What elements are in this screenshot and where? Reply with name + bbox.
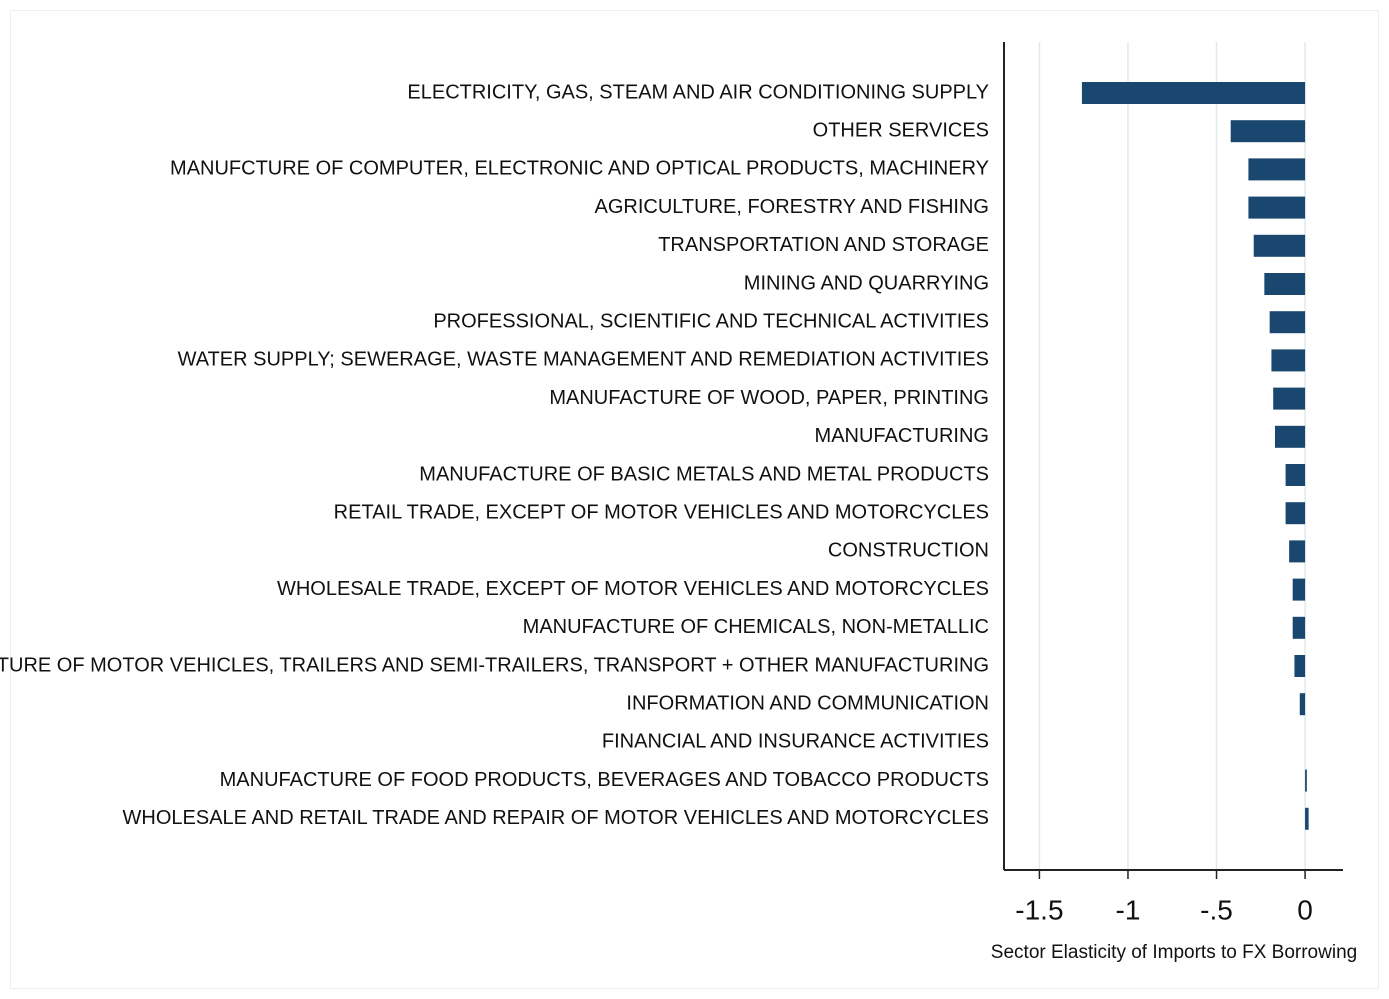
y-tick-label: OTHER SERVICES (813, 119, 989, 141)
y-tick-label: MANUFACTURE OF BASIC METALS AND METAL PR… (419, 463, 989, 485)
bar (1081, 82, 1306, 104)
bar (1294, 655, 1306, 677)
bar (1305, 769, 1307, 792)
y-tick-label: MANUFACTURE OF CHEMICALS, NON-METALLIC (523, 616, 989, 638)
bar (1273, 387, 1306, 410)
bar (1248, 158, 1306, 181)
y-tick-label: ELECTRICITY, GAS, STEAM AND AIR CONDITIO… (407, 81, 989, 103)
y-tick-label: MANUFACTURE OF WOOD, PAPER, PRINTING (549, 387, 989, 409)
y-tick-label: MINING AND QUARRYING (744, 272, 989, 294)
x-tick-label: 0 (1297, 894, 1313, 925)
bar (1305, 807, 1309, 830)
x-tick-label: -1.5 (1015, 894, 1063, 925)
y-tick-label: WHOLESALE AND RETAIL TRADE AND REPAIR OF… (123, 807, 989, 829)
y-tick-label: MANUFACTURE OF FOOD PRODUCTS, BEVERAGES … (220, 769, 989, 791)
bar (1264, 273, 1306, 295)
x-tick-label: -.5 (1200, 894, 1233, 925)
bar (1285, 502, 1306, 525)
bar (1289, 540, 1306, 563)
bar (1274, 425, 1306, 448)
bar (1253, 234, 1306, 257)
y-tick-label: MANUFACTURING (815, 425, 989, 447)
bar (1292, 578, 1306, 601)
y-tick-label: CONSTRUCTION (828, 540, 989, 562)
y-tick-label: RETAIL TRADE, EXCEPT OF MOTOR VEHICLES A… (334, 501, 989, 523)
y-tick-label: MANUFCTURE OF COMPUTER, ELECTRONIC AND O… (170, 158, 989, 180)
bar (1269, 311, 1306, 334)
y-tick-label: PROFESSIONAL, SCIENTIFIC AND TECHNICAL A… (433, 310, 989, 332)
y-tick-label: WHOLESALE TRADE, EXCEPT OF MOTOR VEHICLE… (277, 578, 989, 600)
y-tick-label: FINANCIAL AND INSURANCE ACTIVITIES (602, 731, 989, 753)
bar (1292, 616, 1306, 639)
y-tick-label: AGRICULTURE, FORESTRY AND FISHING (594, 196, 989, 218)
frame (10, 10, 1379, 989)
bar (1299, 693, 1306, 716)
y-tick-label: WATER SUPPLY; SEWERAGE, WASTE MANAGEMENT… (178, 349, 989, 371)
bar (1248, 196, 1306, 219)
y-tick-label: MANUFACTURE OF MOTOR VEHICLES, TRAILERS … (0, 654, 989, 676)
bar (1230, 120, 1306, 143)
bar (1285, 464, 1306, 486)
y-tick-label: INFORMATION AND COMMUNICATION (626, 692, 989, 714)
x-tick-label: -1 (1116, 894, 1141, 925)
y-tick-label: TRANSPORTATION AND STORAGE (658, 234, 989, 256)
bar (1271, 349, 1306, 372)
x-axis-title: Sector Elasticity of Imports to FX Borro… (991, 942, 1357, 963)
